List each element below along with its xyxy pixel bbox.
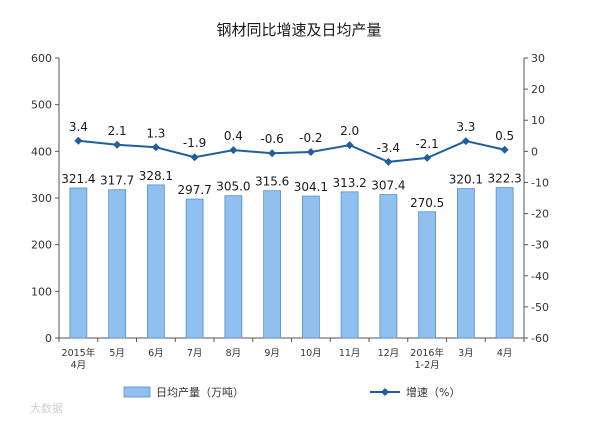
line-value-label: -0.2 <box>299 131 322 145</box>
line-value-label: 2.1 <box>108 124 127 138</box>
x-tick-label: 10月 <box>300 348 322 359</box>
line-point <box>423 153 432 162</box>
watermark: 大数据 <box>30 401 63 415</box>
y-left-tick-label: 200 <box>31 239 52 252</box>
line-point <box>461 137 470 146</box>
bar-value-label: 322.3 <box>487 172 521 186</box>
bar <box>69 187 88 339</box>
y-left-tick-label: 600 <box>31 52 52 65</box>
bar <box>495 187 514 339</box>
legend-line-marker <box>381 388 389 396</box>
line-point <box>190 153 199 162</box>
line-value-label: 1.3 <box>146 126 165 140</box>
x-tick-label: 2016年 <box>410 347 444 359</box>
x-tick-label: 2015年 <box>62 347 96 359</box>
legend-bar-label: 日均产量（万吨） <box>156 385 244 399</box>
legend-line-label: 增速（%） <box>406 385 460 399</box>
x-tick-label: 6月 <box>148 348 164 359</box>
x-tick-label: 4月 <box>497 348 513 359</box>
x-tick-label: 12月 <box>378 348 400 359</box>
bar-value-label: 328.1 <box>139 169 173 183</box>
line-point <box>268 149 277 158</box>
x-tick-label: 9月 <box>264 348 280 359</box>
plot-area: 0 100 200 300 400 500 600 -60 -50 -40 -30 -20 -10 0 10… <box>31 52 549 371</box>
y-right-tick-label: -30 <box>531 239 549 252</box>
y-left-tick-label: 300 <box>31 192 52 205</box>
bar <box>418 211 437 339</box>
growth-line <box>78 139 505 163</box>
y-right-tick-label: -50 <box>531 301 549 314</box>
legend-bar-swatch <box>123 386 151 398</box>
y-right-tick-label: 20 <box>531 83 545 96</box>
y-right-tick-label: 30 <box>531 52 545 65</box>
bar <box>108 189 127 339</box>
line-value-label: -3.4 <box>377 141 400 155</box>
y-left-tick-label: 400 <box>31 145 52 158</box>
y-right-tick-label: -20 <box>531 208 549 221</box>
x-tick-label: 11月 <box>339 348 361 359</box>
bar-value-label: 320.1 <box>449 173 483 187</box>
line-point <box>113 140 122 149</box>
y-right-tick-label: -10 <box>531 176 549 189</box>
line-point <box>384 157 393 166</box>
bar-value-label: 313.2 <box>332 176 366 190</box>
x-tick-label: 8月 <box>226 348 242 359</box>
y-left-tick-label: 0 <box>45 332 52 345</box>
line-point <box>345 141 354 150</box>
bar-value-label: 270.5 <box>410 196 444 210</box>
bar-value-label: 317.7 <box>100 174 134 188</box>
line-point <box>151 143 160 152</box>
x-tick-label: 7月 <box>187 348 203 359</box>
bar <box>340 191 359 339</box>
line-value-label: -2.1 <box>415 137 438 151</box>
y-left-tick-label: 500 <box>31 99 52 112</box>
line-point <box>500 145 509 154</box>
line-value-label: 0.5 <box>495 129 514 143</box>
legend: 日均产量（万吨） 增速（%） <box>123 385 460 399</box>
line-value-label: 0.4 <box>224 129 243 143</box>
bar <box>146 184 165 339</box>
line-point <box>229 146 238 155</box>
x-tick-label: 1-2月 <box>415 360 440 371</box>
bar <box>301 195 320 339</box>
x-tick-label: 5月 <box>109 348 125 359</box>
y-left-tick-label: 100 <box>31 285 52 298</box>
bar <box>185 198 204 339</box>
bar <box>456 188 475 339</box>
x-tick-label: 4月 <box>71 360 87 371</box>
line-point <box>74 136 83 145</box>
line-value-label: 2.0 <box>340 124 359 138</box>
bar <box>379 194 398 339</box>
y-right-tick-label: -60 <box>531 332 549 345</box>
y-right-tick-label: 10 <box>531 114 545 127</box>
bar-value-label: 304.1 <box>294 180 328 194</box>
bar-value-label: 321.4 <box>61 172 95 186</box>
y-right-tick-label: 0 <box>531 145 538 158</box>
line-point <box>306 147 315 156</box>
line-value-label: -0.6 <box>260 132 283 146</box>
x-tick-label: 3月 <box>458 348 474 359</box>
line-value-label: -1.9 <box>183 136 206 150</box>
bar-value-label: 297.7 <box>177 183 211 197</box>
bar-value-label: 307.4 <box>371 179 405 193</box>
bar <box>224 195 243 339</box>
bar-value-label: 305.0 <box>216 180 250 194</box>
line-value-label: 3.3 <box>456 120 475 134</box>
y-right-tick-label: -40 <box>531 270 549 283</box>
bar <box>263 190 282 339</box>
line-value-label: 3.4 <box>69 120 88 134</box>
chart-title: 钢材同比增速及日均产量 <box>216 21 381 39</box>
bar-value-label: 315.6 <box>255 175 289 189</box>
